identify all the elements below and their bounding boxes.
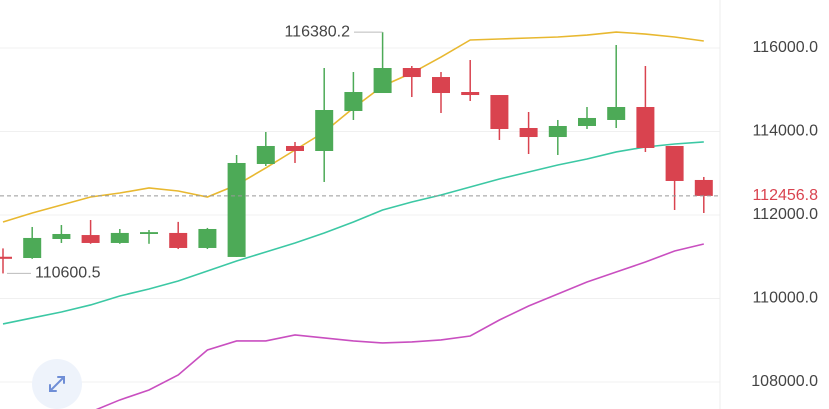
last-price-bg [726, 184, 826, 207]
candle-body [110, 232, 129, 243]
expand-icon [49, 376, 65, 392]
candle-body [344, 92, 363, 112]
candle-body [0, 256, 12, 259]
candle-body [227, 162, 246, 257]
y-tick-label: 112000.0 [752, 206, 818, 223]
moving-average-line [95, 243, 704, 409]
candle-body [548, 125, 567, 138]
candle-body [81, 235, 100, 243]
candle-body [140, 232, 158, 234]
candle-body [432, 77, 450, 94]
last-price-label: 112456.8 [752, 187, 818, 204]
candle-body [578, 117, 596, 126]
candle-body [256, 145, 275, 164]
candle-body [198, 228, 217, 248]
candle-body [607, 106, 626, 120]
grid [0, 47, 720, 383]
candle-body [373, 68, 392, 94]
candle-body [461, 92, 480, 96]
labels: 108000.0 110000.0 112000.0 114000.0 116000.0… [0, 23, 826, 390]
candle-body [402, 68, 421, 78]
candle-body [169, 232, 188, 248]
candle-body [665, 145, 684, 181]
candle-body [23, 237, 42, 258]
y-tick-label: 114000.0 [752, 123, 818, 140]
candle-body [490, 95, 509, 129]
y-tick-label: 110000.0 [752, 290, 818, 307]
candle-body [636, 106, 655, 148]
min-label: 110600.5 [35, 265, 101, 282]
candles [0, 32, 713, 274]
expand-button[interactable] [32, 359, 82, 409]
candle-body [52, 233, 71, 240]
moving-average-line [2, 31, 704, 223]
candle-body [694, 179, 713, 196]
candle-body [315, 110, 334, 152]
y-tick-label: 108000.0 [751, 373, 818, 390]
max-label: 116380.2 [284, 23, 350, 40]
y-tick-label: 116000.0 [752, 39, 818, 56]
candle-body [286, 145, 304, 152]
moving-average-line [2, 141, 704, 325]
candle-body [519, 127, 538, 138]
